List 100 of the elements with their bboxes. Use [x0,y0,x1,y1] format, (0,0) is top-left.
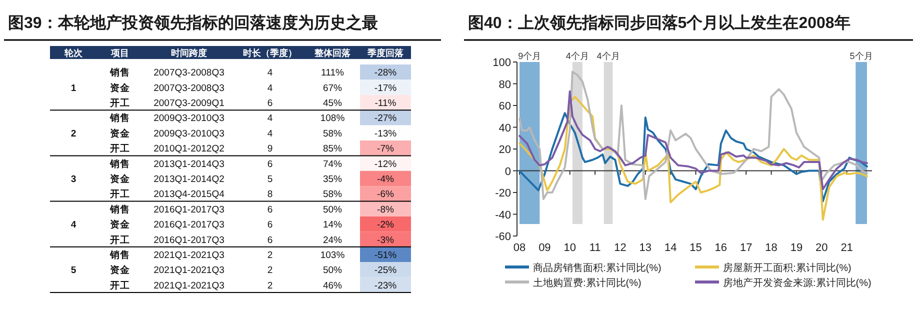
text: 2009Q3-2010Q3 [154,128,224,140]
x-tick-label: 项目 [110,48,129,58]
text: 45% [322,98,342,109]
y-tick-label: 100 [492,57,511,69]
text: 资金 [110,128,130,140]
text: 111% [321,68,344,79]
y-tick-label: 80 [498,78,511,91]
x-tick-label: 13 [639,242,652,254]
band-label: 4个月 [566,51,589,61]
data-label: -51% [374,250,398,261]
x-tick-label: 时长（季度） [243,48,297,58]
y-tick-label: 60 [498,100,511,112]
data-label: -2% [377,220,394,231]
y-tick-label: 5 [70,265,77,276]
text: 6 [267,158,273,170]
x-tick-label: 19 [790,242,803,254]
text: 2 [267,280,273,292]
text: 6 [267,234,273,246]
data-label: -12% [374,158,398,170]
text: 销售 [110,113,130,124]
category-label: 4 [267,68,273,79]
data-label: -27% [374,113,398,124]
y-tick-label: -20 [495,188,511,200]
text: 108% [320,113,345,124]
text: 2013Q4-2015Q4 [154,189,224,200]
text: 6 [267,98,273,109]
text: 58% [322,128,342,140]
y-tick-label: 20 [498,144,511,156]
x-tick-label: 11 [589,242,601,254]
x-tick-label: 18 [765,242,778,254]
text: 85% [322,144,342,155]
category-label: 5 [267,174,273,185]
text: 资金 [110,82,130,94]
x-tick-label: 整体回落 [314,48,352,58]
data-label: -7% [377,144,394,155]
x-tick-label: 季度回落 [366,48,404,58]
text: 6 [267,204,273,216]
text: 50% [322,204,342,216]
legend-label: 土地购置费:累计同比(%) [533,277,642,289]
y-tick-label: -60 [495,231,511,243]
band-label: 5个月 [850,51,873,61]
y-tick-label: 40 [498,122,511,134]
text: 销售 [110,68,130,79]
text: 2 [267,250,273,261]
x-tick-label: 21 [840,242,853,254]
data-label: -4% [377,174,394,185]
text: 销售 [110,204,130,216]
text: 14% [322,220,342,231]
y-tick-label: 2 [70,128,76,140]
y-axis-title: 轮次 [64,48,84,58]
text: 4 [267,128,273,140]
text: 2013Q1-2014Q3 [154,158,224,170]
text: 6 [267,220,273,231]
text: 2007Q3-2008Q3 [154,68,224,79]
x-tick-label: 12 [614,242,626,254]
text: 2021Q1-2021Q3 [154,250,224,261]
legend-label: 商品房销售面积:累计同比(%) [533,262,662,274]
text: 2016Q1-2017Q3 [154,204,224,216]
x-tick-label: 16 [714,242,728,254]
x-tick-label: 08 [513,242,526,254]
band-label: 4个月 [596,51,620,61]
data-label: -11% [374,98,397,109]
x-tick-label: 17 [740,242,752,254]
text: 74% [322,158,342,170]
text: 46% [322,280,342,292]
text: 2021Q1-2021Q3 [154,265,224,276]
text: 销售 [110,250,130,261]
data-label: -28% [374,68,398,79]
text: 4 [267,113,273,124]
y-tick-label: 1 [70,82,77,94]
title: 图40：上次领先指标同步回落5个月以上发生在2008年 [468,15,850,32]
title: 图39：本轮地产投资领先指标的回落速度为历史之最 [8,15,378,32]
x-tick-label: 10 [564,242,576,254]
text: 2009Q3-2010Q3 [154,113,224,124]
x-tick-label: 20 [816,242,828,254]
data-label: -17% [374,82,398,94]
x-tick-label: 09 [538,242,551,254]
data-label: -6% [377,189,394,200]
text: 开工 [110,234,130,246]
text: 开工 [110,189,130,200]
text: 2016Q1-2017Q3 [154,234,224,246]
text: 2013Q1-2014Q2 [154,174,224,185]
text: 103% [320,250,345,261]
y-tick-label: 3 [70,174,76,185]
legend-label: 房地产开发资金来源:累计同比(%) [723,277,872,289]
data-label: -25% [374,265,398,276]
text: 2007Q3-2009Q1 [154,98,224,109]
legend-label: 房屋新开工面积:累计同比(%) [723,262,852,274]
text: 开工 [110,144,130,155]
y-tick-label: -40 [495,209,511,222]
data-label: -23% [374,280,398,292]
text: 销售 [110,158,130,170]
data-label: -13% [374,128,398,140]
data-label: -8% [377,204,394,216]
y-tick-label: 0 [504,166,511,178]
y-tick-label: 4 [70,220,77,231]
text: 8 [267,189,273,200]
text: 2016Q1-2017Q3 [154,220,224,231]
text: 9 [267,144,273,155]
x-tick-label: 时间跨度 [171,48,207,58]
